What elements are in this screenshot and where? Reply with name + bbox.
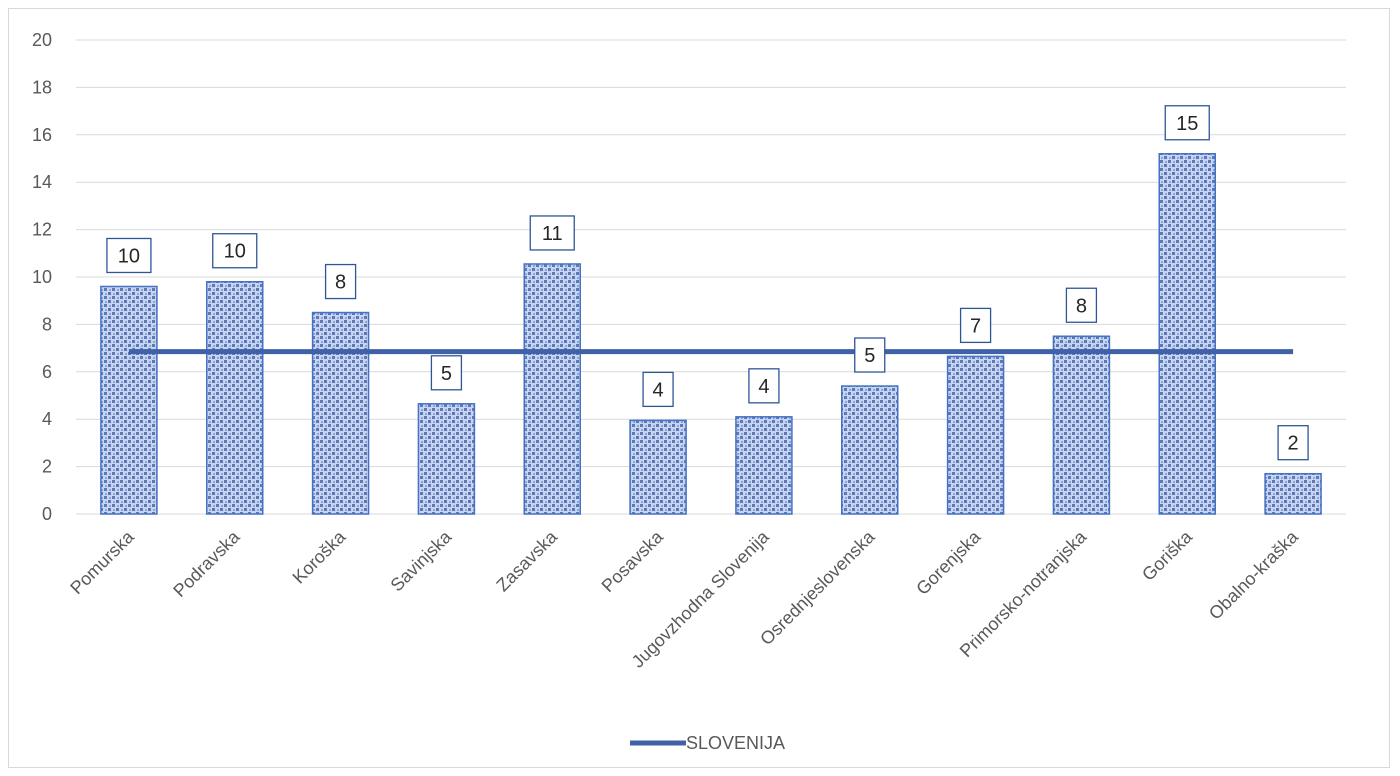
data-label-box <box>642 371 674 408</box>
bar <box>629 419 687 515</box>
data-label-box <box>529 215 575 251</box>
data-label: 5 <box>441 363 452 385</box>
y-tick-label: 10 <box>32 267 52 287</box>
x-axis-category-labels: Pomurska Podravska Koroška Savinjska Zasavsk… <box>66 526 1302 672</box>
data-label-box <box>959 307 992 344</box>
y-tick-label: 4 <box>42 409 52 429</box>
data-label: 4 <box>758 376 769 398</box>
bar <box>841 385 899 515</box>
bar <box>311 311 370 515</box>
data-label: 8 <box>1076 295 1087 317</box>
y-tick-label: 14 <box>32 172 52 192</box>
y-axis-tick-labels: 0 2 4 6 8 10 12 14 16 18 20 <box>32 30 52 524</box>
y-tick-label: 16 <box>32 125 52 145</box>
data-label-box <box>1277 425 1309 461</box>
category-label: Podravska <box>169 526 244 601</box>
data-label: 10 <box>118 245 140 267</box>
bar <box>946 355 1005 515</box>
data-label: 4 <box>653 379 664 401</box>
gridlines <box>76 39 1346 515</box>
bar <box>523 263 581 515</box>
bar <box>1264 472 1322 515</box>
y-tick-label: 8 <box>42 314 52 334</box>
data-label-box <box>212 233 258 269</box>
category-label: Obalno-kraška <box>1205 526 1303 624</box>
data-label-box <box>430 355 463 391</box>
legend: SLOVENIJA <box>630 733 785 753</box>
data-label: 15 <box>1176 113 1198 135</box>
category-label: Savinjska <box>387 526 456 595</box>
y-tick-label: 6 <box>42 362 52 382</box>
bars <box>100 153 1322 515</box>
data-labels: 10 10 8 5 11 4 4 5 7 8 15 2 <box>106 105 1309 461</box>
y-tick-label: 18 <box>32 77 52 97</box>
data-label: 7 <box>970 315 981 337</box>
data-label-box <box>1065 287 1098 323</box>
data-label-box <box>106 237 152 274</box>
legend-label-slovenija: SLOVENIJA <box>686 733 785 753</box>
y-tick-label: 2 <box>42 457 52 477</box>
bar <box>206 280 264 515</box>
bar <box>100 285 158 515</box>
data-label: 8 <box>335 272 346 294</box>
data-label: 5 <box>864 345 875 367</box>
category-label: Koroška <box>289 526 351 588</box>
category-label: Posavska <box>598 526 668 596</box>
category-label: Osrednjeslovenska <box>756 526 879 649</box>
bar <box>417 403 476 515</box>
data-label: 2 <box>1288 433 1299 455</box>
y-tick-label: 12 <box>32 220 52 240</box>
bar <box>735 416 793 515</box>
y-tick-label: 20 <box>32 30 52 50</box>
category-label: Goriška <box>1138 526 1197 585</box>
data-label-box <box>748 368 780 404</box>
category-label: Zasavska <box>492 526 561 595</box>
category-label: Pomurska <box>66 526 138 598</box>
data-label: 11 <box>542 223 563 245</box>
bar <box>1052 335 1111 515</box>
category-label: Gorenjska <box>912 526 985 599</box>
data-label-box <box>854 337 886 373</box>
data-label: 10 <box>224 241 246 263</box>
y-tick-label: 0 <box>42 504 52 524</box>
data-label-box <box>1164 105 1210 141</box>
data-label-box <box>324 263 357 300</box>
bar <box>1158 153 1216 515</box>
